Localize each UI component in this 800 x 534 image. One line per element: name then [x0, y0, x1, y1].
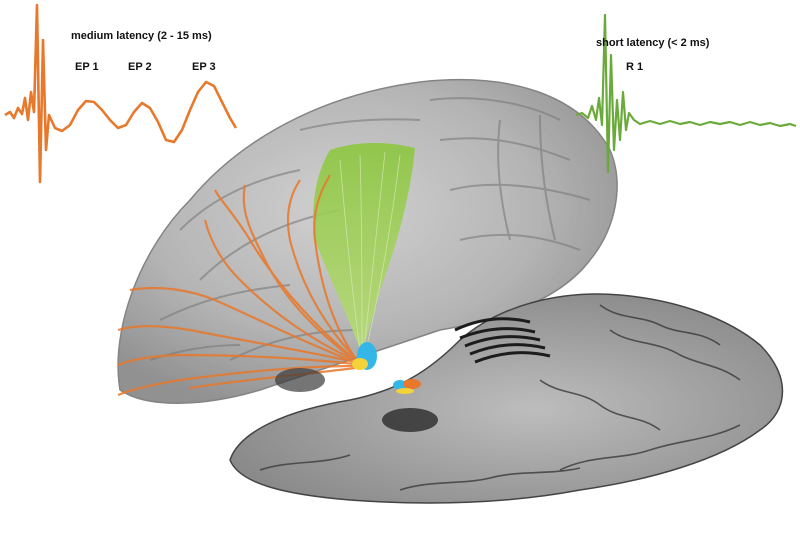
ep1-label: EP 1 — [75, 61, 99, 73]
medium-latency-label: medium latency (2 - 15 ms) — [71, 30, 212, 42]
ep3-label: EP 3 — [192, 61, 216, 73]
ep2-label: EP 2 — [128, 61, 152, 73]
orange-small-target — [403, 379, 421, 389]
target-nuclei — [352, 342, 421, 394]
r1-label: R 1 — [626, 61, 643, 73]
yellow-target — [352, 358, 368, 370]
yellow-small-target — [396, 388, 414, 394]
short-latency-label: short latency (< 2 ms) — [596, 37, 709, 49]
